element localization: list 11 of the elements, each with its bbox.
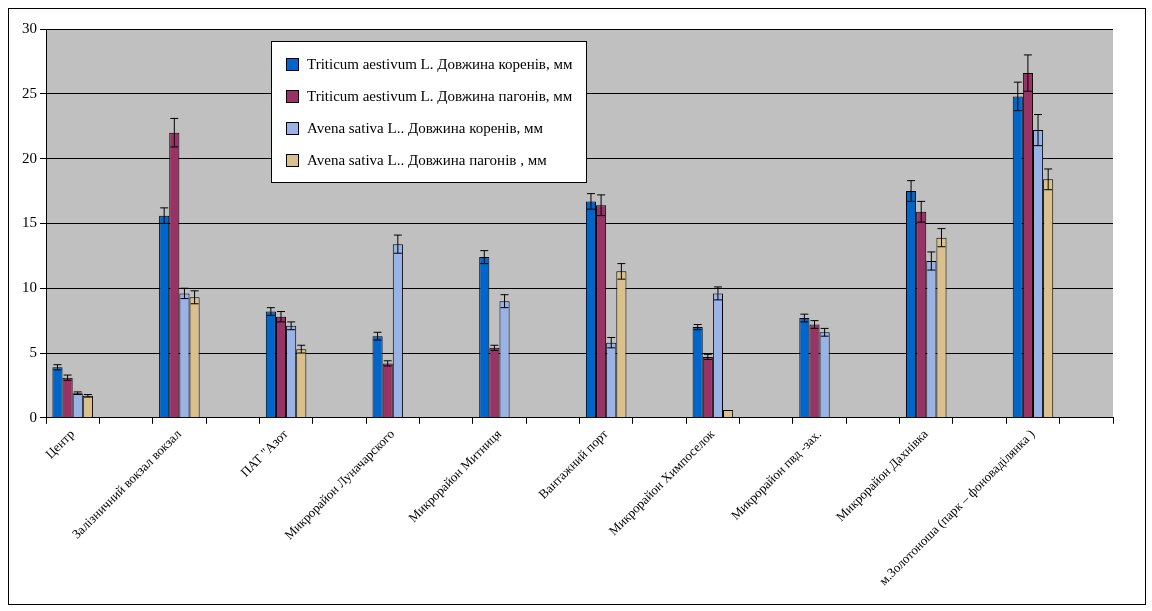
- y-tick-label: 30: [22, 19, 37, 36]
- y-tick-label: 0: [29, 408, 37, 425]
- y-tick-label: 20: [22, 149, 37, 166]
- legend-label: Avena sativa L.. Довжина пагонів , мм: [307, 151, 547, 169]
- legend-label: Triticum aestivum L. Довжина пагонів, мм: [307, 87, 573, 105]
- legend-label: Triticum aestivum L. Довжина коренів, мм: [307, 55, 573, 73]
- y-tick-label: 15: [22, 214, 37, 231]
- legend-label: Avena sativa L.. Довжина коренів, мм: [307, 119, 544, 137]
- y-tick-label: 25: [22, 84, 37, 101]
- y-tick-label: 5: [29, 343, 37, 360]
- y-tick-label: 10: [22, 279, 37, 296]
